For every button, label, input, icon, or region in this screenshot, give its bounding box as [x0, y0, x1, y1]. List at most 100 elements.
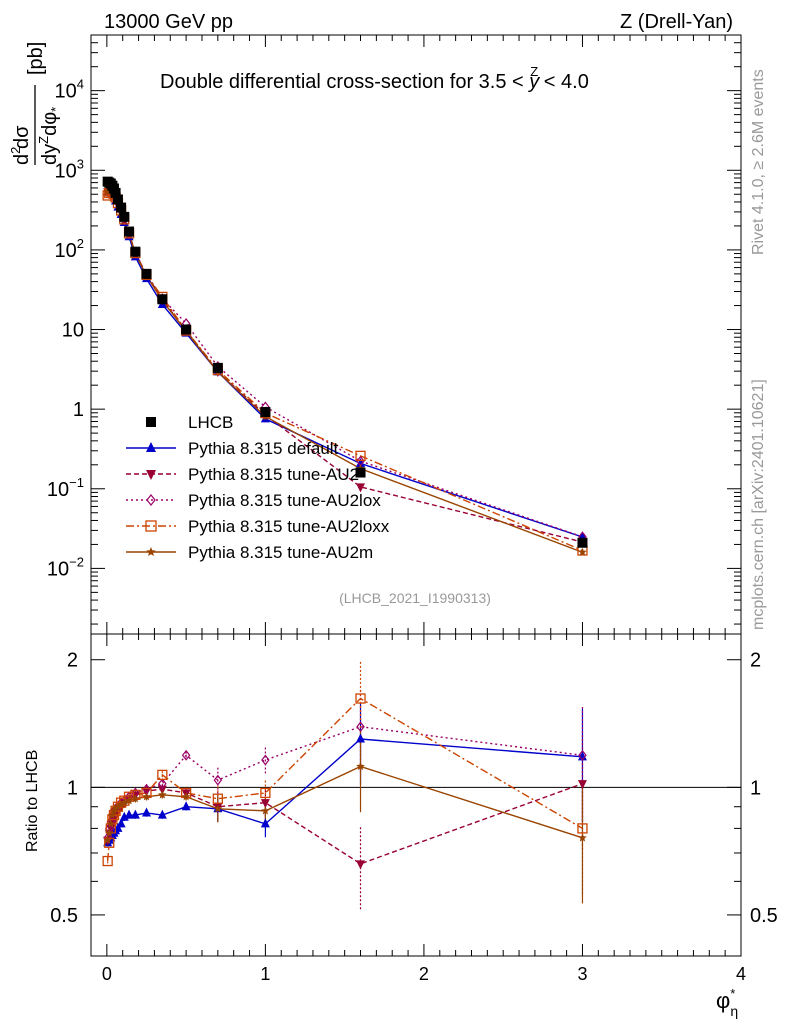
y-tick-label: 10−1	[47, 475, 84, 501]
marker-diamond	[158, 778, 167, 790]
marker-diamond	[146, 494, 156, 506]
marker-star	[158, 790, 167, 799]
y-tick-exp: 4	[77, 77, 84, 92]
series-line-ratio	[107, 738, 583, 844]
legend-label: Pythia 8.315 default	[188, 439, 339, 458]
ratio-y-label: Ratio to LHCB	[24, 750, 41, 852]
marker-triangle-up	[356, 733, 366, 743]
marker-triangle-up	[124, 809, 134, 819]
marker-star	[120, 798, 129, 807]
chart-title-sup: Z	[530, 64, 538, 79]
data-point-marker	[119, 211, 130, 222]
analysis-watermark: (LHCB_2021_I1990313)	[339, 590, 491, 606]
marker-square-open	[260, 787, 271, 799]
marker-triangle-up	[130, 809, 140, 819]
ratio-panel-frame	[90, 633, 742, 957]
y-tick-exp: −2	[69, 554, 84, 569]
marker-square-open	[355, 450, 366, 461]
y-label-den-main: dy	[39, 144, 61, 165]
ratio-axis-ticks: 0 1 2 3 4 0.5 0.5 1 1 2 2	[50, 634, 778, 984]
x-tick-label: 0	[102, 964, 112, 984]
marker-star	[106, 819, 116, 828]
x-tick-label: 1	[260, 964, 270, 984]
chart-title-pre: Double differential cross-section for 3.…	[160, 71, 529, 93]
data-point-marker	[146, 417, 156, 427]
y-tick-label: 103	[55, 156, 84, 182]
data-point-marker	[116, 202, 127, 213]
series-line-main	[107, 189, 583, 538]
y-label-den-sup: Z	[36, 136, 51, 144]
marker-star	[113, 802, 123, 811]
marker-triangle-up	[141, 807, 151, 817]
ratio-tick-label-right: 2	[750, 650, 761, 672]
header-right: Z (Drell-Yan)	[620, 11, 733, 33]
marker-diamond	[356, 721, 365, 733]
ratio-tick-label-left: 2	[67, 650, 78, 672]
data-point-marker	[110, 187, 121, 198]
y-tick-exp: 2	[77, 236, 84, 251]
x-tick-label: 2	[419, 964, 429, 984]
marker-triangle-up	[157, 809, 167, 819]
y-tick-base: 10	[47, 558, 69, 580]
marker-triangle-down	[260, 799, 270, 809]
series-line-main	[107, 191, 583, 538]
data-point-marker	[112, 194, 123, 205]
marker-star	[111, 804, 120, 813]
y-tick-label: 104	[55, 77, 84, 103]
x-label-sup: *	[730, 986, 735, 1001]
marker-star	[578, 833, 587, 842]
data-point-marker	[212, 362, 223, 373]
rivet-version-label: Rivet 4.1.0, ≥ 2.6M events	[750, 69, 767, 255]
marker-star	[142, 792, 151, 801]
legend-label: Pythia 8.315 tune-AU2loxx	[188, 517, 390, 536]
y-tick-base: 1	[73, 399, 84, 421]
ratio-tick-label-right: 1	[750, 777, 761, 799]
legend-label: LHCB	[188, 413, 233, 432]
y-tick-label: 10	[62, 320, 84, 342]
marker-square-open	[577, 823, 588, 834]
marker-triangle-up	[181, 801, 191, 811]
ratio-series-lines	[106, 661, 584, 910]
y-tick-exp: 3	[77, 156, 84, 171]
marker-triangle-up	[577, 751, 587, 761]
marker-star	[146, 547, 156, 556]
x-tick-label: 3	[577, 964, 587, 984]
marker-triangle-down	[146, 470, 156, 480]
y-tick-base: 10	[47, 479, 69, 501]
data-point-marker	[181, 324, 192, 335]
y-label-unit: [pb]	[25, 42, 47, 75]
marker-diamond	[181, 749, 191, 761]
marker-square-open	[145, 520, 157, 532]
ratio-markers	[102, 693, 588, 870]
y-tick-exp: −1	[69, 475, 84, 490]
x-label-sub: η	[730, 1003, 738, 1019]
mcplots-label: mcplots.cern.ch [arXiv:2401.10621]	[750, 379, 767, 630]
data-point-marker	[577, 537, 588, 548]
marker-triangle-down	[157, 785, 167, 795]
chart-title-var: y	[527, 71, 540, 93]
chart-title: Double differential cross-section for 3.…	[160, 64, 589, 93]
data-point-marker	[157, 294, 168, 305]
series-line-ratio	[106, 725, 583, 838]
data-point-marker	[141, 268, 152, 279]
marker-diamond	[103, 832, 112, 844]
y-tick-label: 1	[73, 399, 84, 421]
y-label-den: dyZdφ*	[36, 107, 63, 165]
header-left: 13000 GeV pp	[104, 11, 233, 33]
marker-star	[578, 547, 587, 556]
y-tick-label: 10−2	[47, 554, 84, 580]
ratio-tick-label-left: 1	[67, 777, 78, 799]
y-tick-base: 10	[55, 81, 77, 103]
marker-star	[103, 835, 112, 844]
marker-triangle-down	[356, 860, 366, 870]
marker-triangle-up	[116, 818, 126, 828]
series-line-ratio	[106, 765, 583, 841]
y-tick-label: 102	[55, 236, 84, 262]
marker-square-open	[212, 793, 223, 804]
marker-diamond	[578, 749, 587, 761]
marker-star	[356, 762, 365, 771]
y-label-den-rest: dφ	[39, 112, 61, 136]
marker-triangle-down	[356, 483, 366, 493]
series-line-ratio	[106, 697, 583, 862]
